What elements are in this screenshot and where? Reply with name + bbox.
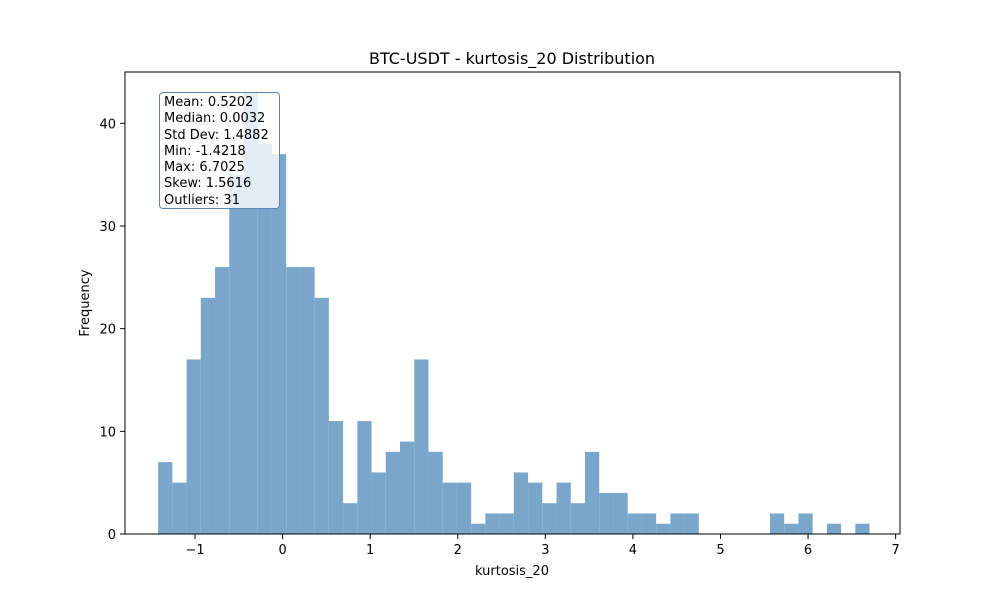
stat-min: Min: -1.4218 [164, 143, 246, 159]
histogram-bar [542, 503, 557, 534]
histogram-bar [257, 143, 272, 534]
stat-outliers: Outliers: 31 [164, 192, 240, 208]
histogram-bar [471, 523, 486, 534]
histogram-bar [371, 472, 386, 534]
y-tick-label: 30 [99, 220, 116, 235]
histogram-bar [684, 513, 699, 534]
histogram-bar [385, 451, 401, 534]
histogram-bar [570, 503, 585, 534]
histogram-bar [784, 523, 799, 534]
histogram-bar [627, 513, 642, 534]
histogram-bar [158, 462, 173, 534]
histogram-bar [499, 513, 514, 534]
x-tick-label: 5 [716, 543, 724, 558]
histogram-bar [528, 482, 543, 534]
histogram-bar [613, 492, 628, 534]
histogram-bar [442, 482, 457, 534]
x-tick-label: 2 [454, 543, 462, 558]
stat-median: Median: 0.0032 [164, 111, 266, 127]
histogram-bar [769, 513, 785, 534]
x-tick-label: 3 [541, 543, 549, 558]
stat-skew: Skew: 1.5616 [164, 176, 252, 192]
histogram-bar [400, 441, 415, 534]
histogram-bar [599, 492, 614, 534]
x-axis: −1 0 1 2 3 4 5 6 7 [185, 534, 900, 558]
histogram-bar [656, 523, 671, 534]
x-tick-label: 1 [366, 543, 374, 558]
histogram-bar [428, 451, 443, 534]
histogram-bar [513, 472, 529, 534]
histogram-bar [186, 359, 201, 534]
histogram-bar [670, 513, 685, 534]
x-axis-label: kurtosis_20 [475, 564, 549, 579]
histogram-bar [641, 513, 657, 534]
histogram-bar [328, 421, 344, 534]
histogram-bar [271, 154, 287, 534]
histogram-bar [485, 513, 500, 534]
y-tick-label: 40 [99, 117, 116, 132]
y-axis-label: Frequency [78, 269, 93, 336]
y-tick-label: 10 [99, 425, 116, 440]
histogram-bar [855, 523, 870, 534]
y-axis: 0 10 20 30 40 [99, 117, 125, 543]
histogram-bar [456, 482, 472, 534]
x-tick-label: 4 [629, 543, 637, 558]
stats-box: Mean: 0.5202 Median: 0.0032 Std Dev: 1.4… [159, 92, 280, 209]
histogram-bar [200, 297, 216, 534]
histogram-bar [556, 482, 571, 534]
stat-max: Max: 6.7025 [164, 160, 245, 176]
histogram-bar [300, 267, 315, 534]
histogram-bar [798, 513, 813, 534]
histogram-bar [826, 523, 842, 534]
histogram-bar [229, 174, 244, 534]
histogram-bar [215, 267, 230, 534]
histogram-bar [414, 359, 429, 534]
histogram-bar [357, 421, 372, 534]
stat-std-dev: Std Dev: 1.4882 [164, 127, 269, 143]
histogram-bar [343, 503, 358, 534]
bars-group [158, 92, 870, 535]
x-tick-label: 0 [278, 543, 286, 558]
chart-title: BTC-USDT - kurtosis_20 Distribution [369, 49, 655, 69]
x-tick-label: 7 [891, 543, 899, 558]
y-tick-label: 20 [99, 323, 116, 338]
x-tick-label: 6 [804, 543, 812, 558]
stat-mean: Mean: 0.5202 [164, 95, 254, 110]
histogram-bar [172, 482, 187, 534]
histogram-bar [286, 267, 301, 534]
plot-frame [124, 71, 901, 535]
y-tick-label: 0 [108, 528, 116, 543]
histogram-bar [584, 451, 600, 534]
x-tick-label: −1 [185, 543, 204, 558]
histogram-bar [314, 297, 329, 534]
